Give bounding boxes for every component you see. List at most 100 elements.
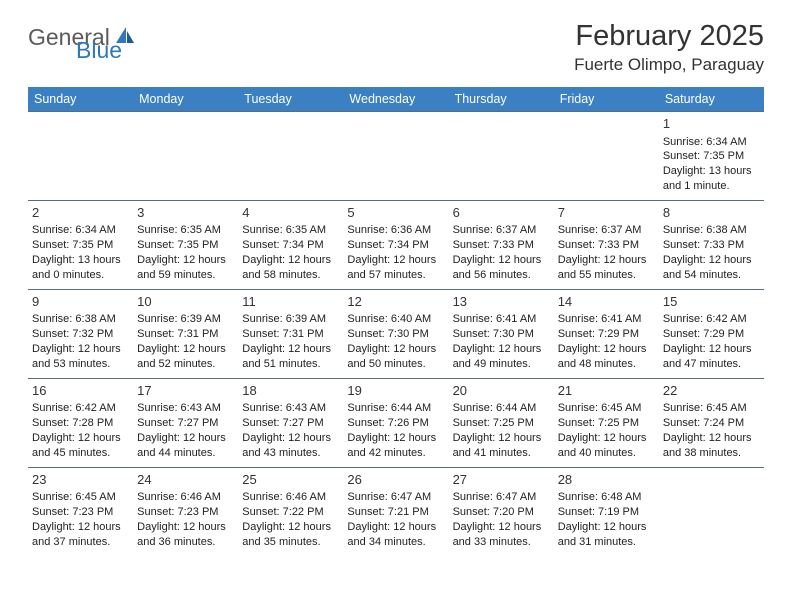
weekday-header: Monday [133, 87, 238, 112]
sunset-text: Sunset: 7:27 PM [242, 416, 339, 431]
day-number: 3 [137, 204, 234, 222]
location: Fuerte Olimpo, Paraguay [574, 55, 764, 75]
sunrise-text: Sunrise: 6:35 AM [137, 223, 234, 238]
daylight-text: and 45 minutes. [32, 446, 129, 461]
day-number: 26 [347, 471, 444, 489]
calendar-week-row: 9Sunrise: 6:38 AMSunset: 7:32 PMDaylight… [28, 289, 764, 378]
title-block: February 2025 Fuerte Olimpo, Paraguay [574, 20, 764, 75]
daylight-text: Daylight: 12 hours [558, 520, 655, 535]
daylight-text: Daylight: 12 hours [663, 342, 760, 357]
brand-word2: Blue [76, 37, 122, 63]
sunrise-text: Sunrise: 6:45 AM [32, 490, 129, 505]
daylight-text: Daylight: 12 hours [347, 253, 444, 268]
daylight-text: Daylight: 12 hours [242, 342, 339, 357]
daylight-text: Daylight: 12 hours [242, 520, 339, 535]
calendar-day-cell: 20Sunrise: 6:44 AMSunset: 7:25 PMDayligh… [449, 378, 554, 467]
daylight-text: Daylight: 13 hours [663, 164, 760, 179]
day-number: 5 [347, 204, 444, 222]
calendar-week-row: 23Sunrise: 6:45 AMSunset: 7:23 PMDayligh… [28, 467, 764, 555]
header: General Blue February 2025 Fuerte Olimpo… [28, 20, 764, 75]
calendar-day-cell [554, 112, 659, 201]
weekday-header-row: Sunday Monday Tuesday Wednesday Thursday… [28, 87, 764, 112]
sunrise-text: Sunrise: 6:34 AM [663, 135, 760, 150]
calendar-day-cell [238, 112, 343, 201]
daylight-text: and 59 minutes. [137, 268, 234, 283]
calendar-day-cell: 27Sunrise: 6:47 AMSunset: 7:20 PMDayligh… [449, 467, 554, 555]
sunset-text: Sunset: 7:30 PM [453, 327, 550, 342]
calendar-day-cell: 10Sunrise: 6:39 AMSunset: 7:31 PMDayligh… [133, 289, 238, 378]
daylight-text: Daylight: 12 hours [242, 431, 339, 446]
day-number: 27 [453, 471, 550, 489]
calendar-day-cell [449, 112, 554, 201]
sunset-text: Sunset: 7:35 PM [32, 238, 129, 253]
sunrise-text: Sunrise: 6:43 AM [137, 401, 234, 416]
calendar-day-cell: 6Sunrise: 6:37 AMSunset: 7:33 PMDaylight… [449, 200, 554, 289]
daylight-text: Daylight: 12 hours [137, 520, 234, 535]
sunrise-text: Sunrise: 6:45 AM [663, 401, 760, 416]
daylight-text: Daylight: 12 hours [453, 431, 550, 446]
daylight-text: Daylight: 12 hours [558, 431, 655, 446]
sunrise-text: Sunrise: 6:44 AM [347, 401, 444, 416]
daylight-text: and 36 minutes. [137, 535, 234, 550]
sunrise-text: Sunrise: 6:42 AM [663, 312, 760, 327]
calendar-day-cell: 18Sunrise: 6:43 AMSunset: 7:27 PMDayligh… [238, 378, 343, 467]
calendar-day-cell: 11Sunrise: 6:39 AMSunset: 7:31 PMDayligh… [238, 289, 343, 378]
daylight-text: and 53 minutes. [32, 357, 129, 372]
sunset-text: Sunset: 7:21 PM [347, 505, 444, 520]
day-number: 24 [137, 471, 234, 489]
daylight-text: and 37 minutes. [32, 535, 129, 550]
sunset-text: Sunset: 7:29 PM [663, 327, 760, 342]
sunrise-text: Sunrise: 6:39 AM [242, 312, 339, 327]
sunset-text: Sunset: 7:34 PM [242, 238, 339, 253]
daylight-text: and 41 minutes. [453, 446, 550, 461]
sunrise-text: Sunrise: 6:38 AM [663, 223, 760, 238]
daylight-text: and 44 minutes. [137, 446, 234, 461]
day-number: 19 [347, 382, 444, 400]
day-number: 28 [558, 471, 655, 489]
sunrise-text: Sunrise: 6:44 AM [453, 401, 550, 416]
daylight-text: and 0 minutes. [32, 268, 129, 283]
calendar-day-cell: 24Sunrise: 6:46 AMSunset: 7:23 PMDayligh… [133, 467, 238, 555]
calendar-day-cell: 17Sunrise: 6:43 AMSunset: 7:27 PMDayligh… [133, 378, 238, 467]
calendar-day-cell: 22Sunrise: 6:45 AMSunset: 7:24 PMDayligh… [659, 378, 764, 467]
sunrise-text: Sunrise: 6:46 AM [242, 490, 339, 505]
daylight-text: Daylight: 12 hours [32, 520, 129, 535]
sunset-text: Sunset: 7:30 PM [347, 327, 444, 342]
sunrise-text: Sunrise: 6:48 AM [558, 490, 655, 505]
calendar-day-cell [343, 112, 448, 201]
sunrise-text: Sunrise: 6:37 AM [453, 223, 550, 238]
daylight-text: Daylight: 12 hours [558, 253, 655, 268]
sunrise-text: Sunrise: 6:37 AM [558, 223, 655, 238]
weekday-header: Wednesday [343, 87, 448, 112]
daylight-text: Daylight: 13 hours [32, 253, 129, 268]
daylight-text: Daylight: 12 hours [453, 253, 550, 268]
day-number: 1 [663, 115, 760, 133]
daylight-text: and 50 minutes. [347, 357, 444, 372]
day-number: 10 [137, 293, 234, 311]
day-number: 21 [558, 382, 655, 400]
calendar-day-cell [133, 112, 238, 201]
calendar-day-cell [28, 112, 133, 201]
daylight-text: and 48 minutes. [558, 357, 655, 372]
sunset-text: Sunset: 7:20 PM [453, 505, 550, 520]
daylight-text: Daylight: 12 hours [32, 342, 129, 357]
daylight-text: and 51 minutes. [242, 357, 339, 372]
daylight-text: and 35 minutes. [242, 535, 339, 550]
calendar-day-cell: 15Sunrise: 6:42 AMSunset: 7:29 PMDayligh… [659, 289, 764, 378]
sunset-text: Sunset: 7:25 PM [453, 416, 550, 431]
daylight-text: and 55 minutes. [558, 268, 655, 283]
weekday-header: Sunday [28, 87, 133, 112]
daylight-text: and 54 minutes. [663, 268, 760, 283]
day-number: 22 [663, 382, 760, 400]
daylight-text: Daylight: 12 hours [137, 342, 234, 357]
day-number: 2 [32, 204, 129, 222]
sunrise-text: Sunrise: 6:43 AM [242, 401, 339, 416]
day-number: 6 [453, 204, 550, 222]
day-number: 14 [558, 293, 655, 311]
day-number: 7 [558, 204, 655, 222]
daylight-text: and 31 minutes. [558, 535, 655, 550]
calendar-page: General Blue February 2025 Fuerte Olimpo… [0, 0, 792, 566]
calendar-day-cell: 8Sunrise: 6:38 AMSunset: 7:33 PMDaylight… [659, 200, 764, 289]
month-title: February 2025 [574, 20, 764, 53]
calendar-day-cell: 28Sunrise: 6:48 AMSunset: 7:19 PMDayligh… [554, 467, 659, 555]
